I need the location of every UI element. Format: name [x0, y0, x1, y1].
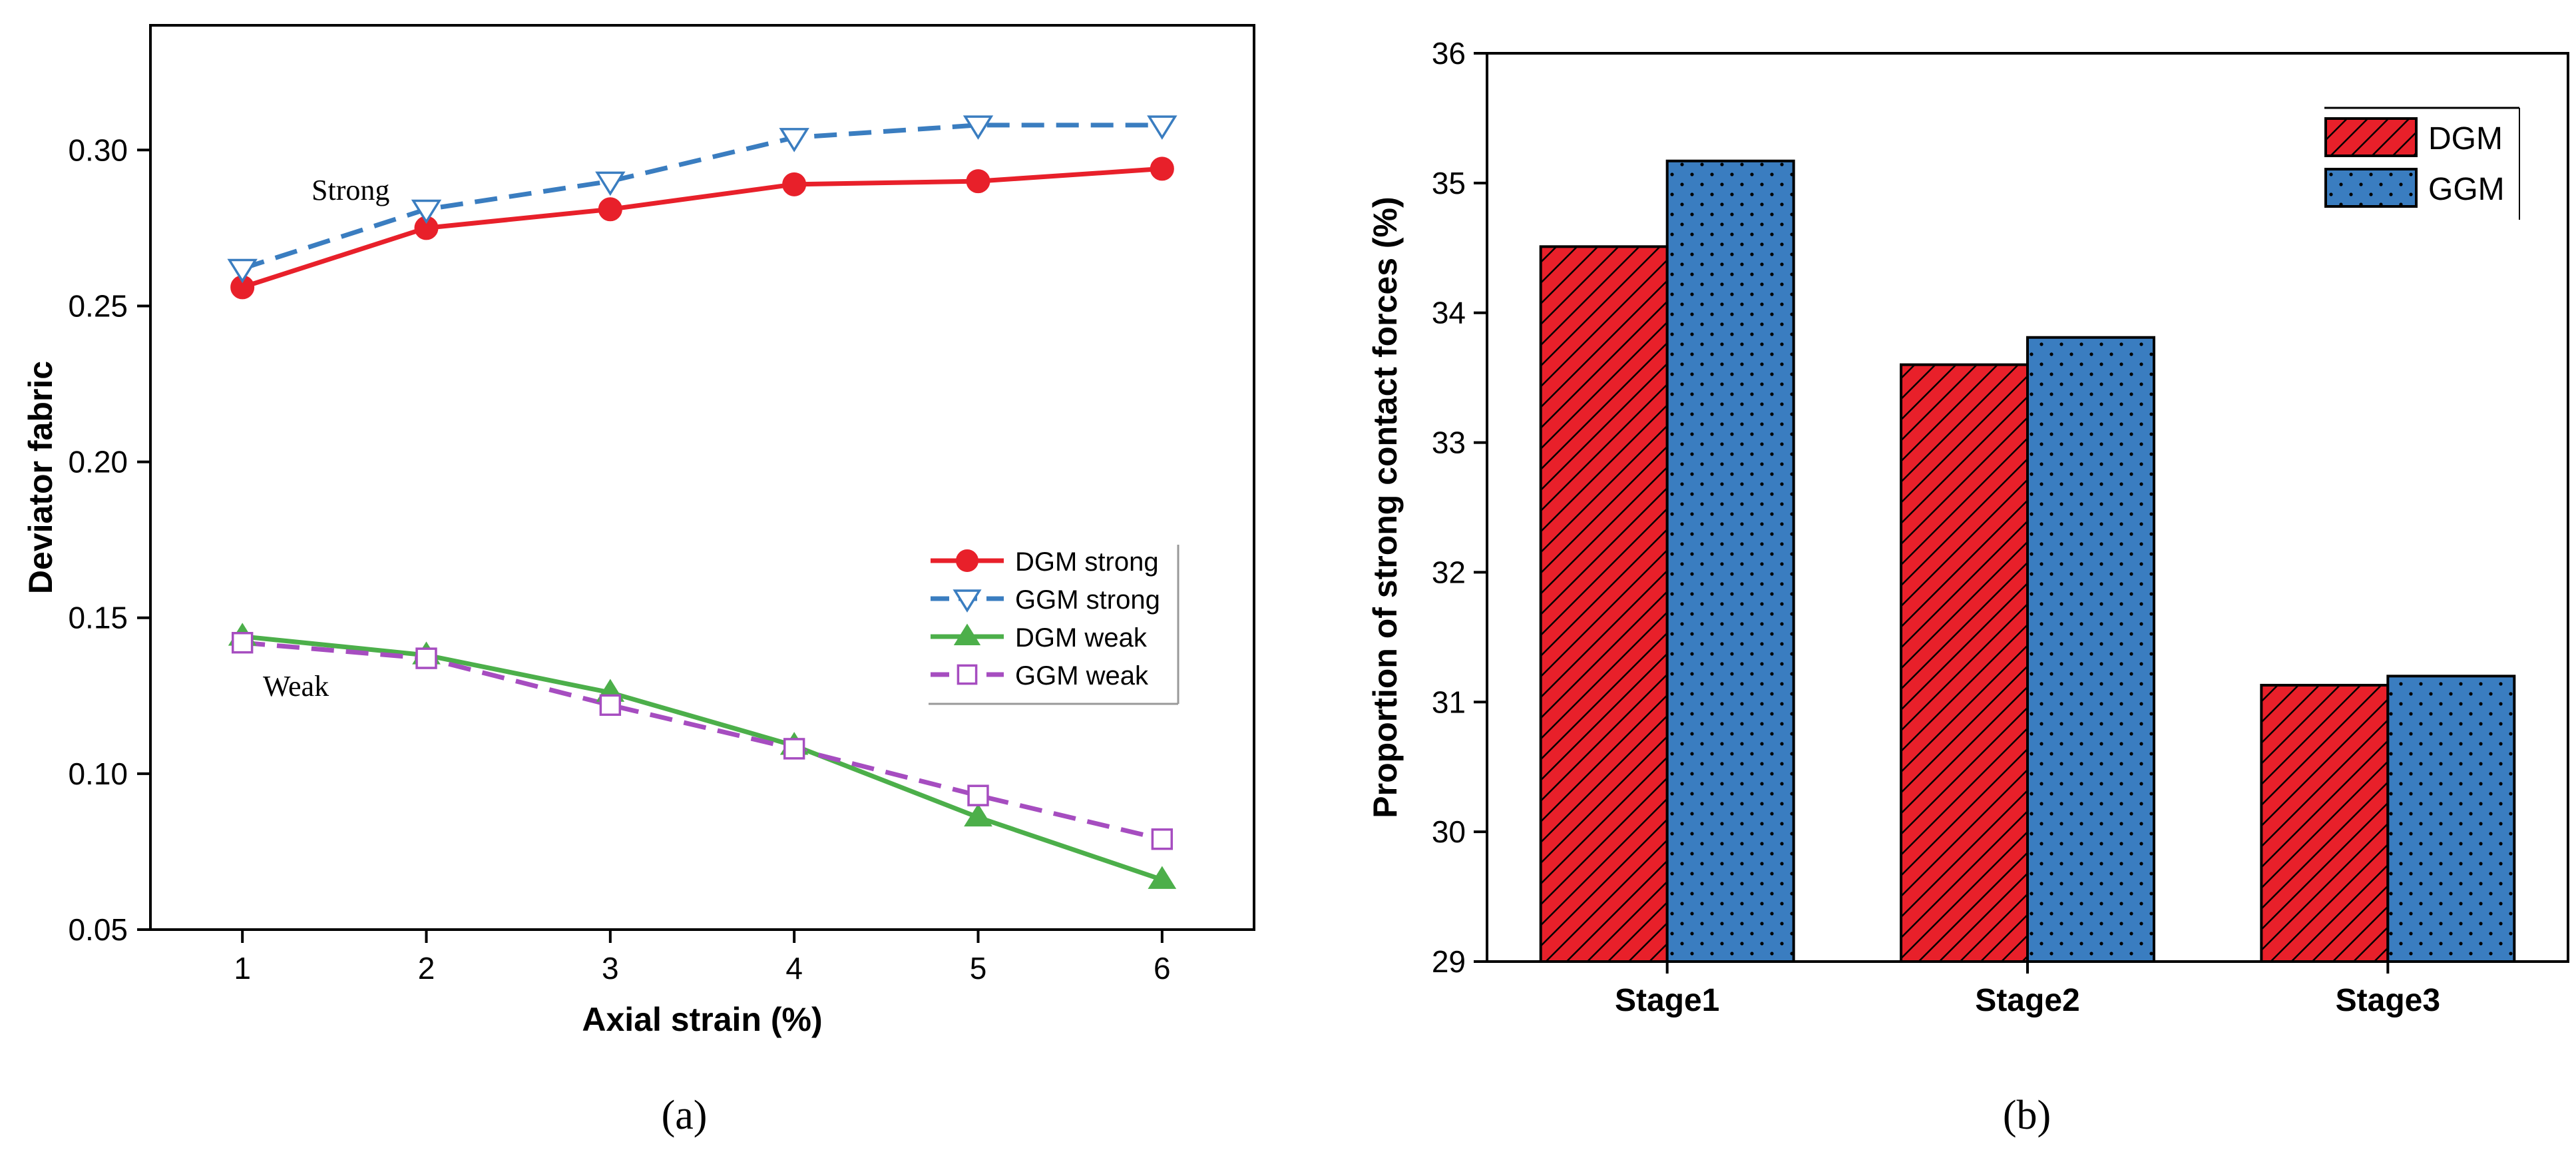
panel-b-legend: DGM GGM: [2324, 107, 2520, 220]
data-point-dgm-strong: [966, 169, 990, 194]
panel-a-label: (a): [662, 1093, 708, 1138]
legend-swatch-ggm: [2324, 168, 2418, 208]
x-tick-label: 1: [234, 951, 251, 986]
data-point-ggm-strong: [595, 171, 626, 196]
y-tick-label: 30: [1432, 814, 1466, 849]
y-tick-label: 34: [1432, 296, 1466, 330]
data-point-ggm-weak: [967, 784, 989, 806]
y-tick-label: 0.10: [68, 756, 128, 791]
legend-label-ggm: GGM: [2428, 172, 2505, 207]
data-point-ggm-weak: [599, 694, 622, 717]
y-tick-label: 32: [1432, 555, 1466, 589]
legend-label-ggm-strong: GGM strong: [1015, 585, 1160, 615]
series-line-ggm-strong: [242, 123, 1162, 271]
y-tick-label: 33: [1432, 426, 1466, 460]
data-point-ggm-weak: [783, 738, 805, 760]
bar-ggm-stage3: [2386, 675, 2516, 963]
data-point-ggm-weak: [1151, 828, 1174, 850]
legend-swatch-dgm: [2324, 117, 2418, 157]
bar-dgm-stage1: [1539, 245, 1669, 963]
legend-label-dgm-weak: DGM weak: [1015, 623, 1148, 653]
data-point-dgm-strong: [1150, 156, 1174, 181]
panel-b-bar-chart: Stage1 Stage2 Stage3 29 30 31 32 33 34 35 36 DGM GG…: [1367, 36, 2569, 1138]
panel-b-axes: Stage1 Stage2 Stage3 29 30 31 32 33 34 35 36: [1432, 36, 2440, 1018]
legend-label-dgm-strong: DGM strong: [1015, 547, 1159, 577]
y-tick-label: 31: [1432, 685, 1466, 719]
y-tick-label: 0.15: [68, 601, 128, 635]
x-tick-label: Stage3: [2336, 983, 2440, 1018]
bar-dgm-stage2: [1900, 363, 2029, 963]
y-tick-label: 29: [1432, 944, 1466, 979]
panel-a-series-markers: [227, 115, 1178, 889]
data-point-dgm-weak: [964, 803, 992, 827]
series-line-ggm-weak: [242, 640, 1163, 842]
data-point-ggm-strong: [227, 258, 258, 284]
x-tick-label: 2: [418, 951, 435, 986]
y-tick-label: 0.30: [68, 133, 128, 167]
bar-ggm-stage1: [1665, 159, 1795, 963]
panel-a-x-axis-title: Axial strain (%): [582, 1001, 822, 1038]
bar-ggm-stage2: [2026, 336, 2155, 964]
legend-marker-ggm-weak: [957, 664, 978, 685]
x-tick-label: 3: [602, 951, 619, 986]
legend-marker-dgm-strong: [956, 549, 978, 572]
annotation-strong: Strong: [312, 174, 389, 206]
data-point-ggm-weak: [231, 631, 254, 654]
series-line-dgm-weak: [242, 634, 1163, 882]
panel-a-axes: 1 2 3 4 5 6 0.05 0.10 0.15 0.20 0.25 0.30: [68, 133, 1170, 986]
data-point-dgm-strong: [598, 197, 622, 222]
y-tick-label: 36: [1432, 36, 1466, 71]
data-point-ggm-strong: [1147, 115, 1178, 140]
panel-a-plot-frame: [149, 24, 1255, 931]
legend-marker-ggm-strong: [953, 589, 982, 613]
x-tick-label: Stage1: [1615, 983, 1719, 1018]
y-tick-label: 35: [1432, 166, 1466, 200]
data-point-dgm-strong: [782, 172, 807, 196]
panel-b-y-axis-title: Proportion of strong contact forces (%): [1367, 196, 1404, 818]
x-tick-label: 4: [785, 951, 803, 986]
legend-marker-dgm-weak: [953, 623, 981, 645]
annotation-weak: Weak: [263, 670, 329, 703]
panel-a-legend: DGM strong GGM strong DGM weak GGM weak: [929, 545, 1180, 705]
legend-label-ggm-weak: GGM weak: [1015, 661, 1149, 691]
data-point-ggm-strong: [963, 115, 994, 140]
x-tick-label: 6: [1154, 951, 1171, 986]
data-point-ggm-strong: [779, 128, 809, 152]
x-tick-label: 5: [970, 951, 987, 986]
panel-b-bars: [1539, 159, 2516, 964]
panel-a-line-chart: 1 2 3 4 5 6 0.05 0.10 0.15 0.20 0.25 0.30 Strong We…: [22, 24, 1255, 1138]
x-tick-label: Stage2: [1975, 983, 2079, 1018]
data-point-ggm-strong: [411, 199, 442, 224]
y-tick-label: 0.20: [68, 445, 128, 479]
data-point-ggm-weak: [415, 647, 437, 669]
panel-b-label: (b): [2003, 1093, 2051, 1138]
bar-dgm-stage3: [2260, 683, 2390, 964]
panel-a-y-axis-title: Deviator fabric: [22, 361, 59, 594]
y-tick-label: 0.05: [68, 912, 128, 947]
legend-label-dgm: DGM: [2428, 121, 2503, 156]
panel-a-series-lines: [242, 123, 1163, 882]
data-point-dgm-weak: [1148, 866, 1177, 889]
y-tick-label: 0.25: [68, 288, 128, 323]
series-line-dgm-strong: [242, 166, 1163, 290]
